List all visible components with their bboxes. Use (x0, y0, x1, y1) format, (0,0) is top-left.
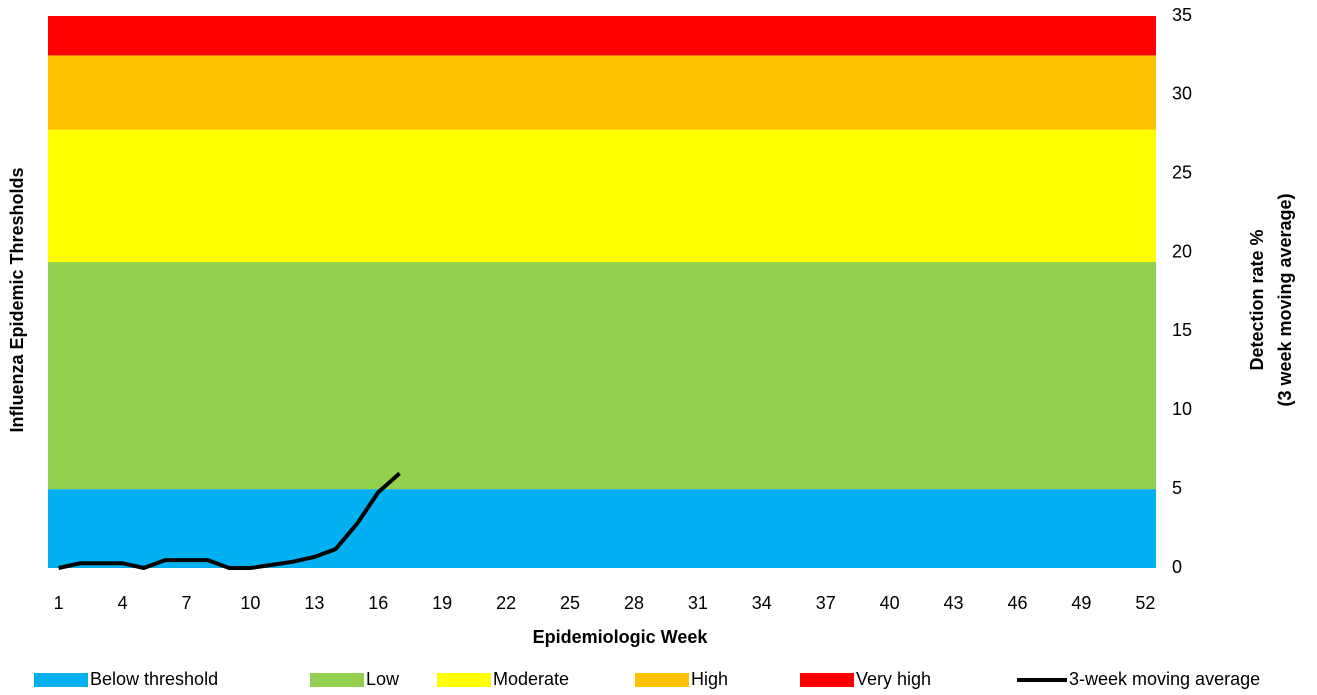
legend-label: Very high (856, 669, 931, 689)
legend-swatch (34, 673, 88, 687)
x-tick-label: 7 (181, 593, 191, 613)
legend-label: 3-week moving average (1069, 669, 1260, 689)
threshold-band (48, 55, 1156, 130)
x-tick-label: 37 (816, 593, 836, 613)
x-tick-label: 34 (752, 593, 772, 613)
x-tick-label: 16 (368, 593, 388, 613)
legend-label: Low (366, 669, 400, 689)
threshold-band (48, 489, 1156, 568)
y2-tick-label: 15 (1172, 320, 1192, 340)
x-tick-label: 31 (688, 593, 708, 613)
legend-label: High (691, 669, 728, 689)
legend-swatch (310, 673, 364, 687)
x-axis-title: Epidemiologic Week (533, 627, 709, 647)
x-tick-label: 28 (624, 593, 644, 613)
x-tick-label: 4 (118, 593, 128, 613)
threshold-band (48, 129, 1156, 263)
y2-tick-label: 5 (1172, 478, 1182, 498)
legend-swatch (437, 673, 491, 687)
legend-label: Below threshold (90, 669, 218, 689)
y2-axis-title: Detection rate % (1247, 229, 1267, 370)
x-tick-label: 49 (1071, 593, 1091, 613)
threshold-band (48, 262, 1156, 490)
x-tick-label: 19 (432, 593, 452, 613)
y2-tick-label: 10 (1172, 399, 1192, 419)
x-tick-label: 25 (560, 593, 580, 613)
y2-axis-title: (3 week moving average) (1275, 193, 1295, 406)
legend-label: Moderate (493, 669, 569, 689)
legend-swatch (800, 673, 854, 687)
threshold-band (48, 16, 1156, 56)
x-tick-label: 46 (1007, 593, 1027, 613)
x-tick-label: 43 (944, 593, 964, 613)
x-tick-label: 13 (304, 593, 324, 613)
y2-tick-label: 30 (1172, 84, 1192, 104)
y2-tick-label: 0 (1172, 557, 1182, 577)
legend-swatch (635, 673, 689, 687)
y-axis-title: Influenza Epidemic Thresholds (7, 167, 27, 432)
y2-tick-label: 25 (1172, 162, 1192, 182)
y2-tick-label: 20 (1172, 241, 1192, 261)
x-tick-label: 22 (496, 593, 516, 613)
line (58, 471, 401, 570)
x-tick-label: 52 (1135, 593, 1155, 613)
y2-tick-label: 35 (1172, 5, 1192, 25)
x-tick-label: 10 (240, 593, 260, 613)
x-tick-label: 1 (54, 593, 64, 613)
x-tick-label: 40 (880, 593, 900, 613)
